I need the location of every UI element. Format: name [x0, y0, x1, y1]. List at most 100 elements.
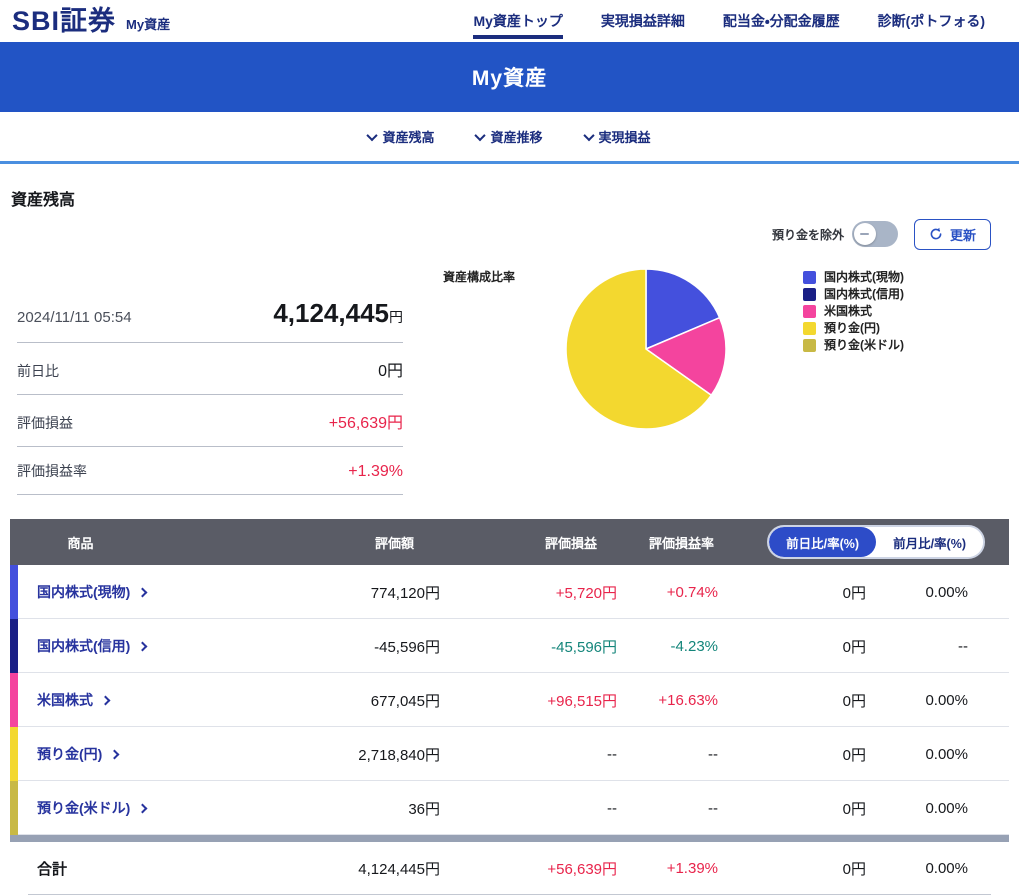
summary-row-value: 0円	[378, 363, 403, 380]
refresh-icon	[930, 227, 942, 240]
legend-item-3: 預り金(円)	[803, 321, 904, 336]
cell-day-change: 0円	[842, 638, 866, 656]
cell-value: 677,045円	[370, 692, 440, 710]
anchor-nav: 資産残高 資産推移 実現損益	[0, 112, 1019, 164]
cell-day-rate: 0.00%	[925, 583, 968, 601]
cell-pl: --	[607, 745, 617, 763]
table-row-4: 預り金(米ドル) 36円 -- -- 0円 0.00%	[10, 781, 1009, 835]
as-of-timestamp: 2024/11/11 05:54	[17, 309, 132, 326]
section-title: 資産残高	[11, 192, 76, 209]
product-link[interactable]: 国内株式(現物)	[18, 582, 203, 602]
total-divider-bar	[10, 835, 1009, 842]
anchor-link-2[interactable]: 実現損益	[582, 127, 651, 146]
summary-row-label: 評価損益	[17, 415, 73, 431]
category-color-bar	[10, 781, 18, 835]
minus-icon	[860, 233, 870, 235]
summary-row-label: 前日比	[17, 363, 59, 379]
summary-row-value: +56,639円	[328, 415, 403, 432]
total-pl: +56,639円	[547, 860, 617, 878]
total-day-rate: 0.00%	[925, 859, 968, 877]
page-title: My資産	[471, 67, 548, 90]
refresh-button[interactable]: 更新	[913, 218, 991, 250]
product-label: 預り金(米ドル)	[37, 800, 131, 816]
legend-swatch	[803, 271, 816, 284]
table-row-0: 国内株式(現物) 774,120円 +5,720円 +0.74% 0円 0.00%	[10, 565, 1009, 619]
product-label: 国内株式(現物)	[37, 584, 131, 600]
brand[interactable]: SBI証券 My資産	[12, 7, 170, 35]
total-value: 4,124,445円	[358, 860, 440, 878]
summary-area: 2024/11/11 05:54 4,124,445円 前日比 0円評価損益 +56…	[0, 260, 1019, 495]
summary-row-label: 評価損益率	[17, 463, 87, 479]
chevron-right-icon	[137, 641, 148, 651]
top-nav-item-0[interactable]: My資産トップ	[473, 0, 564, 42]
product-link[interactable]: 預り金(米ドル)	[18, 798, 203, 818]
legend-swatch	[803, 339, 816, 352]
top-nav-item-3[interactable]: 診断(ポトフォる)	[877, 13, 985, 29]
cell-pl-rate: --	[708, 799, 718, 817]
top-nav-item-2[interactable]: 配当金・分配金履歴	[722, 13, 840, 29]
summary-total-row: 2024/11/11 05:54 4,124,445円	[17, 280, 403, 343]
period-toggle-group: 前日比/率(%) 前月比/率(%)	[767, 525, 985, 559]
chevron-right-icon	[137, 587, 148, 597]
chevron-down-icon	[582, 129, 595, 141]
summary-table: 2024/11/11 05:54 4,124,445円 前日比 0円評価損益 +56…	[17, 280, 403, 495]
chevron-right-icon	[109, 749, 120, 759]
category-color-bar	[10, 565, 18, 619]
toggle-knob	[853, 223, 876, 245]
period-toggle-1[interactable]: 前月比/率(%)	[876, 527, 983, 557]
product-link[interactable]: 米国株式	[18, 690, 203, 710]
legend-swatch	[803, 288, 816, 301]
category-color-bar	[10, 727, 18, 781]
asset-table: 商品 評価額 評価損益 評価損益率 前日比/率(%) 前月比/率(%) 国内株式(…	[10, 519, 1009, 895]
cell-day-rate: 0.00%	[925, 799, 968, 817]
legend-item-2: 米国株式	[803, 304, 904, 319]
legend-item-0: 国内株式(現物)	[803, 270, 904, 285]
legend-label: 米国株式	[824, 304, 873, 318]
cell-day-change: 0円	[842, 746, 866, 764]
cell-pl-rate: -4.23%	[670, 637, 718, 655]
chevron-down-icon	[474, 129, 487, 141]
product-link[interactable]: 国内株式(信用)	[18, 636, 203, 656]
chart-title: 資産構成比率	[443, 270, 516, 284]
legend-label: 国内株式(信用)	[824, 287, 904, 301]
summary-row-1: 評価損益 +56,639円	[17, 395, 403, 447]
top-nav-item-1[interactable]: 実現損益詳細	[600, 13, 685, 29]
anchor-link-1[interactable]: 資産推移	[474, 127, 543, 146]
total-row: 合計 4,124,445円 +56,639円 +1.39% 0円 0.00%	[10, 842, 1009, 894]
chevron-down-icon	[366, 129, 379, 141]
exclude-deposit-toggle[interactable]	[851, 221, 898, 247]
cell-pl: +96,515円	[547, 692, 617, 710]
col-header-pl: 評価損益	[544, 535, 597, 551]
product-label: 国内株式(信用)	[37, 638, 131, 654]
cell-pl: +5,720円	[555, 584, 617, 602]
product-link[interactable]: 預り金(円)	[18, 744, 203, 764]
table-header: 商品 評価額 評価損益 評価損益率 前日比/率(%) 前月比/率(%)	[10, 519, 1009, 565]
cell-value: 2,718,840円	[358, 746, 440, 764]
top-nav: My資産トップ 実現損益詳細 配当金・分配金履歴 診断(ポトフォる)	[473, 0, 985, 42]
cell-day-rate: 0.00%	[925, 745, 968, 763]
summary-row-0: 前日比 0円	[17, 343, 403, 395]
cell-day-rate: 0.00%	[925, 691, 968, 709]
pie-slice-3	[565, 268, 713, 430]
controls-row: 預り金を除外 更新	[0, 218, 1019, 250]
cell-pl-rate: +16.63%	[658, 691, 718, 709]
cell-pl: --	[607, 799, 617, 817]
col-header-pl-rate: 評価損益率	[648, 535, 714, 551]
col-header-value: 評価額	[374, 535, 414, 551]
anchor-link-label: 実現損益	[598, 130, 651, 145]
product-label: 預り金(円)	[37, 746, 103, 762]
chevron-right-icon	[100, 695, 111, 705]
anchor-link-0[interactable]: 資産残高	[366, 127, 434, 146]
legend-label: 預り金(円)	[824, 321, 880, 335]
category-color-bar	[10, 619, 18, 673]
period-toggle-0[interactable]: 前日比/率(%)	[769, 527, 877, 557]
legend-item-1: 国内株式(信用)	[803, 287, 904, 302]
summary-row-value: +1.39%	[348, 463, 403, 480]
legend-label: 国内株式(現物)	[824, 270, 904, 284]
product-label: 米国株式	[37, 692, 93, 708]
cell-pl-rate: --	[708, 745, 718, 763]
cell-value: -45,596円	[374, 638, 440, 656]
total-day-change: 0円	[842, 860, 866, 878]
total-pl-rate: +1.39%	[666, 859, 718, 877]
cell-day-rate: --	[958, 637, 968, 655]
